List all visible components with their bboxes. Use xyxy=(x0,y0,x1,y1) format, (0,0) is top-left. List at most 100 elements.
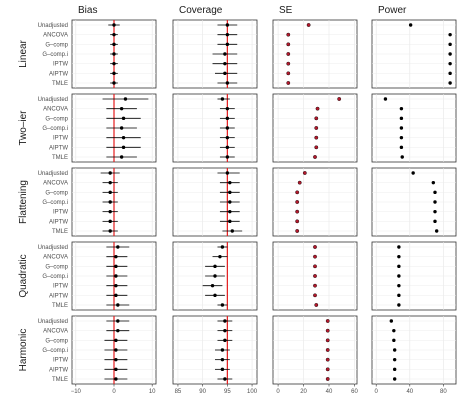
column-title-coverage: Coverage xyxy=(179,5,223,16)
point-estimate xyxy=(228,200,232,204)
panel-flattening-se xyxy=(272,167,358,237)
panel-flattening-bias xyxy=(71,167,157,237)
x-tick-label: 100 xyxy=(247,389,258,395)
point-estimate xyxy=(114,264,118,269)
method-label: ANCOVA xyxy=(43,329,68,335)
panel-two-ier-bias xyxy=(71,93,157,163)
point-estimate xyxy=(397,254,401,259)
method-label: TMLE xyxy=(52,155,68,161)
method-label: G–comp xyxy=(45,116,68,122)
point-estimate xyxy=(223,377,227,381)
point-estimate xyxy=(112,32,116,37)
point-estimate xyxy=(434,229,439,233)
method-label: IPTW xyxy=(53,284,68,290)
point-estimate xyxy=(389,319,394,323)
point-estimate xyxy=(114,293,118,298)
point-estimate xyxy=(225,116,230,121)
point-estimate xyxy=(295,219,300,224)
point-estimate xyxy=(223,319,227,323)
method-label: AIPTW xyxy=(49,293,68,299)
method-label: IPTW xyxy=(53,210,68,216)
point-estimate xyxy=(121,135,126,140)
point-estimate xyxy=(313,155,317,159)
point-estimate xyxy=(220,367,225,372)
point-estimate xyxy=(314,135,319,140)
panels xyxy=(71,19,457,385)
point-estimate xyxy=(112,23,116,27)
point-estimate xyxy=(228,180,232,185)
point-estimate xyxy=(325,338,330,343)
point-estimate xyxy=(448,32,452,37)
point-estimate xyxy=(108,219,112,224)
point-estimate xyxy=(119,155,124,159)
panel-harmonic-coverage xyxy=(172,315,258,385)
point-estimate xyxy=(392,348,397,352)
point-estimate xyxy=(114,283,118,288)
point-estimate xyxy=(119,126,124,130)
row-label-quadratic: Quadratic xyxy=(18,254,29,297)
point-estimate xyxy=(448,52,452,56)
point-estimate xyxy=(325,367,330,372)
row-label-flattening: Flattening xyxy=(18,180,29,224)
point-estimate xyxy=(297,180,302,185)
point-estimate xyxy=(397,303,401,307)
panel-flattening-coverage xyxy=(172,167,258,237)
point-estimate xyxy=(112,81,116,85)
point-estimate xyxy=(325,348,330,352)
panel-harmonic-power xyxy=(371,315,457,385)
x-tick-label: 20 xyxy=(300,389,307,395)
panel-quadratic-coverage xyxy=(172,241,258,311)
point-estimate xyxy=(225,32,230,37)
point-estimate xyxy=(119,106,124,111)
point-estimate xyxy=(397,274,401,278)
method-label: AIPTW xyxy=(49,367,68,373)
point-estimate xyxy=(223,52,227,56)
point-estimate xyxy=(392,357,397,362)
point-estimate xyxy=(400,155,404,159)
x-tick-label: 0 xyxy=(112,389,116,395)
point-estimate xyxy=(392,328,396,333)
point-estimate xyxy=(431,180,436,185)
point-estimate xyxy=(123,97,128,101)
point-estimate xyxy=(399,145,404,150)
point-estimate xyxy=(223,61,227,66)
method-label: ANCOVA xyxy=(43,33,68,39)
point-estimate xyxy=(108,229,112,233)
point-estimate xyxy=(314,145,319,150)
point-estimate xyxy=(383,97,388,101)
method-label: TMLE xyxy=(52,81,68,87)
point-estimate xyxy=(112,52,116,56)
row-label-harmonic: Harmonic xyxy=(18,329,29,372)
panel-two-ier-power xyxy=(371,93,457,163)
point-estimate xyxy=(225,106,230,111)
point-estimate xyxy=(325,328,330,333)
point-estimate xyxy=(114,348,118,352)
point-estimate xyxy=(392,377,397,381)
method-label: TMLE xyxy=(52,303,68,309)
point-estimate xyxy=(112,42,116,47)
method-label: IPTW xyxy=(53,136,68,142)
method-label: AIPTW xyxy=(49,219,68,225)
point-estimate xyxy=(397,283,401,288)
method-label: TMLE xyxy=(52,377,68,383)
panel-two-ier-coverage xyxy=(172,93,258,163)
panel-harmonic-se xyxy=(272,315,358,385)
point-estimate xyxy=(313,254,317,259)
method-label: G–comp.i xyxy=(42,52,68,58)
point-estimate xyxy=(225,145,230,150)
point-estimate xyxy=(448,42,452,47)
panel-linear-bias xyxy=(71,19,157,89)
point-estimate xyxy=(433,190,437,195)
point-estimate xyxy=(223,328,227,333)
point-estimate xyxy=(314,126,319,130)
point-estimate xyxy=(295,229,300,233)
point-estimate xyxy=(295,190,300,195)
method-label: G–comp xyxy=(45,264,68,270)
panel-quadratic-power xyxy=(371,241,457,311)
point-estimate xyxy=(108,200,112,204)
point-estimate xyxy=(397,293,401,298)
point-estimate xyxy=(213,274,217,278)
x-tick-label: 95 xyxy=(224,389,231,395)
point-estimate xyxy=(228,190,232,195)
column-title-se: SE xyxy=(279,5,293,16)
